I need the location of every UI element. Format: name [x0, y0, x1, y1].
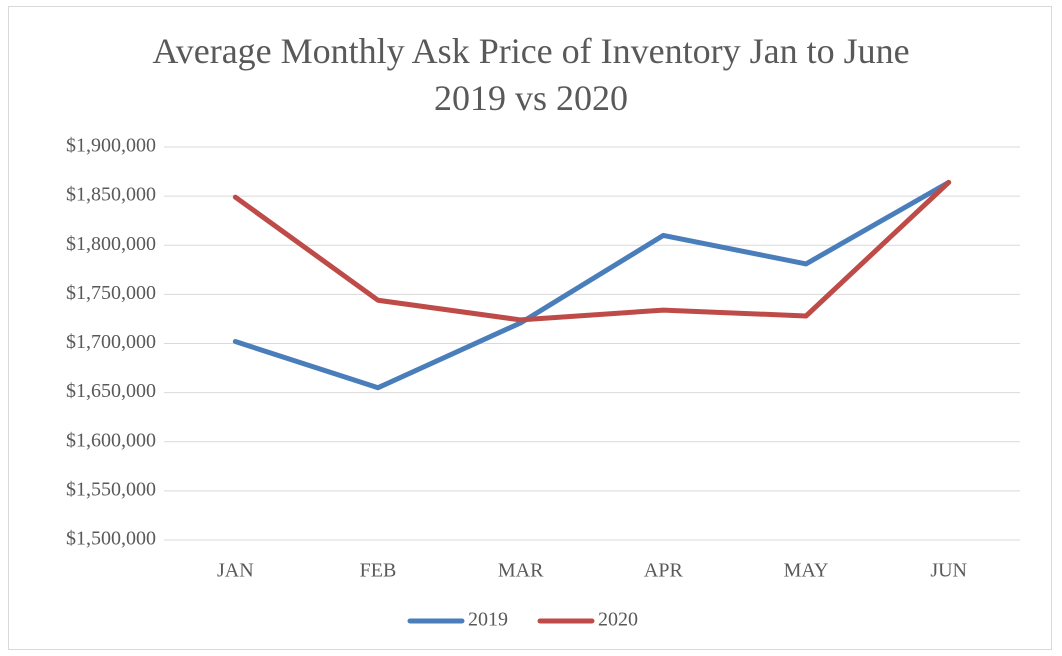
- x-tick-label: APR: [644, 560, 684, 582]
- chart-title: Average Monthly Ask Price of Inventory J…: [152, 31, 910, 118]
- series-line: [232, 179, 952, 323]
- y-tick-label: $1,750,000: [66, 282, 156, 304]
- series-line: [232, 179, 952, 391]
- y-tick-label: $1,800,000: [66, 233, 156, 255]
- y-tick-label: $1,650,000: [66, 380, 156, 402]
- y-tick-label: $1,850,000: [66, 184, 156, 206]
- x-tick-label: MAY: [784, 560, 829, 582]
- x-tick-label: JAN: [217, 560, 254, 582]
- chart-frame: [8, 6, 1052, 650]
- y-tick-label: $1,600,000: [66, 429, 156, 451]
- legend-label: 2019: [468, 609, 508, 631]
- x-tick-label: JUN: [930, 560, 967, 582]
- legend-label: 2020: [598, 609, 638, 631]
- y-tick-label: $1,700,000: [66, 331, 156, 353]
- y-tick-label: $1,550,000: [66, 478, 156, 500]
- x-tick-label: MAR: [498, 560, 544, 582]
- y-tick-label: $1,500,000: [66, 528, 156, 550]
- y-tick-label: $1,900,000: [66, 135, 156, 157]
- x-tick-label: FEB: [360, 560, 397, 582]
